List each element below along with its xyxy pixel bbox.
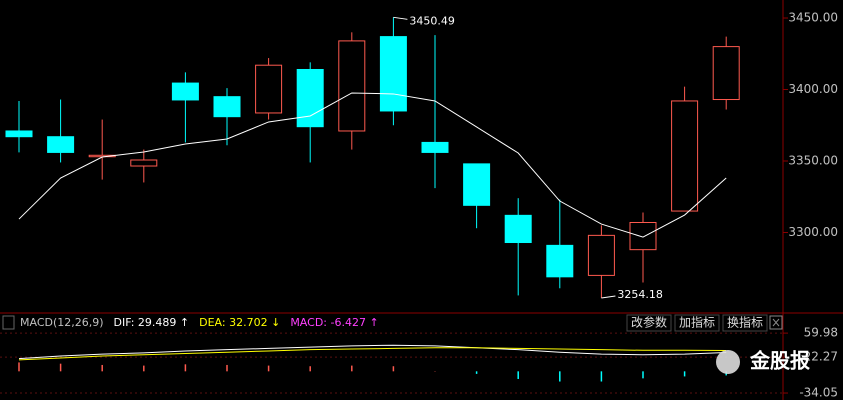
candle-body bbox=[587, 234, 615, 276]
y-tick-label: 22.27 bbox=[804, 350, 838, 364]
candle-body bbox=[130, 159, 158, 167]
close-button[interactable] bbox=[769, 315, 783, 330]
annotation-arrow bbox=[601, 295, 616, 299]
panel-toggle[interactable] bbox=[2, 315, 15, 330]
max-label: 3450.49 bbox=[409, 14, 455, 27]
y-tick-label: -34.05 bbox=[799, 386, 838, 400]
indicator-button[interactable] bbox=[722, 314, 768, 332]
candle-body bbox=[671, 100, 699, 212]
candle-body bbox=[379, 36, 407, 112]
y-tick-label: 3400.00 bbox=[788, 82, 838, 96]
macd-line bbox=[18, 347, 727, 361]
candle-body bbox=[421, 141, 449, 153]
watermark: 金股报 bbox=[749, 349, 810, 373]
indicator-button-label[interactable]: 加指标 bbox=[679, 315, 715, 330]
moving-average bbox=[18, 92, 727, 238]
candle-body bbox=[296, 68, 324, 128]
candle-body bbox=[546, 244, 574, 278]
candle-body bbox=[171, 82, 199, 101]
indicator-button[interactable] bbox=[674, 314, 720, 332]
candle-body bbox=[463, 163, 491, 206]
candle-body bbox=[5, 130, 33, 138]
candle-body bbox=[47, 136, 75, 153]
candle-body bbox=[504, 214, 532, 244]
indicator-button[interactable] bbox=[626, 314, 672, 332]
legend-entry: DEA: 32.702 ↓ bbox=[199, 316, 280, 329]
legend-entry: MACD(12,26,9) bbox=[20, 316, 104, 329]
watermark-icon bbox=[716, 350, 740, 374]
candle-body bbox=[712, 46, 740, 101]
y-tick-label: 3300.00 bbox=[788, 225, 838, 239]
y-tick-label: 3450.00 bbox=[788, 11, 838, 25]
close-icon bbox=[772, 318, 780, 327]
candle-body bbox=[629, 221, 657, 251]
y-tick-label: 3350.00 bbox=[788, 154, 838, 168]
candle-body bbox=[255, 64, 283, 114]
indicator-button-label[interactable]: 换指标 bbox=[727, 315, 763, 330]
indicator-button-label[interactable]: 改参数 bbox=[631, 315, 667, 330]
candle-body bbox=[213, 96, 241, 118]
candle-body bbox=[338, 40, 366, 132]
y-tick-label: 59.98 bbox=[804, 326, 838, 340]
macd-line bbox=[18, 344, 727, 360]
min-label: 3254.18 bbox=[617, 288, 663, 301]
legend-entry: MACD: -6.427 ↑ bbox=[290, 316, 378, 329]
annotation-arrow bbox=[393, 16, 408, 20]
legend-entry: DIF: 29.489 ↑ bbox=[114, 316, 190, 329]
